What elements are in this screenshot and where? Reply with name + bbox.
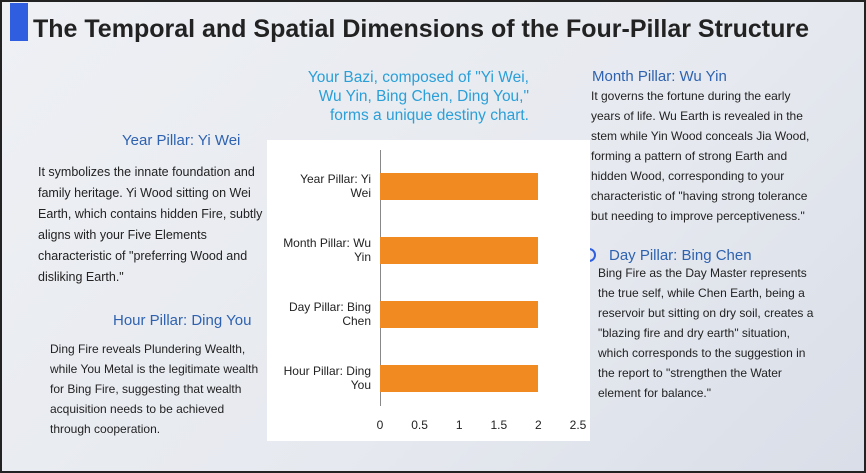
- y-tick-label: Month Pillar: Wu Yin: [283, 236, 371, 264]
- pillar-text: It governs the fortune during the early …: [591, 89, 810, 223]
- chart: 0 0.5 1 1.5 2 2.5 Year Pillar: Yi Wei Month Pil…: [267, 140, 590, 441]
- x-tick-label: 0.5: [411, 418, 428, 432]
- bar: [380, 172, 539, 200]
- bar: [380, 364, 539, 392]
- x-tick-label: 1: [455, 418, 463, 432]
- pillar-text: Ding Fire reveals Plundering Wealth, whi…: [50, 342, 259, 436]
- x-tick-label: 2.5: [569, 418, 587, 432]
- y-tick-label: Year Pillar: Yi Wei: [300, 172, 371, 200]
- pillar-heading: Day Pillar: Bing Chen: [609, 247, 752, 264]
- pillar-text: Bing Fire as the Day Master represents t…: [598, 266, 814, 400]
- pillar-text: It symbolizes the innate foundation and …: [38, 165, 263, 284]
- x-tick-label: 2: [535, 418, 542, 432]
- x-tick-label: 1.5: [490, 418, 508, 432]
- pillar-heading: Hour Pillar: Ding You: [113, 312, 252, 329]
- pillar-heading: Month Pillar: Wu Yin: [592, 68, 727, 85]
- y-tick-label: Hour Pillar: Ding You: [283, 364, 371, 392]
- title-accent: [10, 3, 28, 41]
- bar: [380, 300, 539, 328]
- title: The Temporal and Spatial Dimensions of t…: [33, 15, 810, 43]
- y-axis: [380, 150, 381, 406]
- pillar-heading: Year Pillar: Yi Wei: [122, 132, 241, 149]
- x-tick-label: 0: [376, 418, 384, 432]
- y-tick-label: Day Pillar: Bing Chen: [288, 300, 371, 328]
- bar: [380, 236, 539, 264]
- center-note: Your Bazi, composed of "Yi Wei, Wu Yin, …: [307, 69, 529, 124]
